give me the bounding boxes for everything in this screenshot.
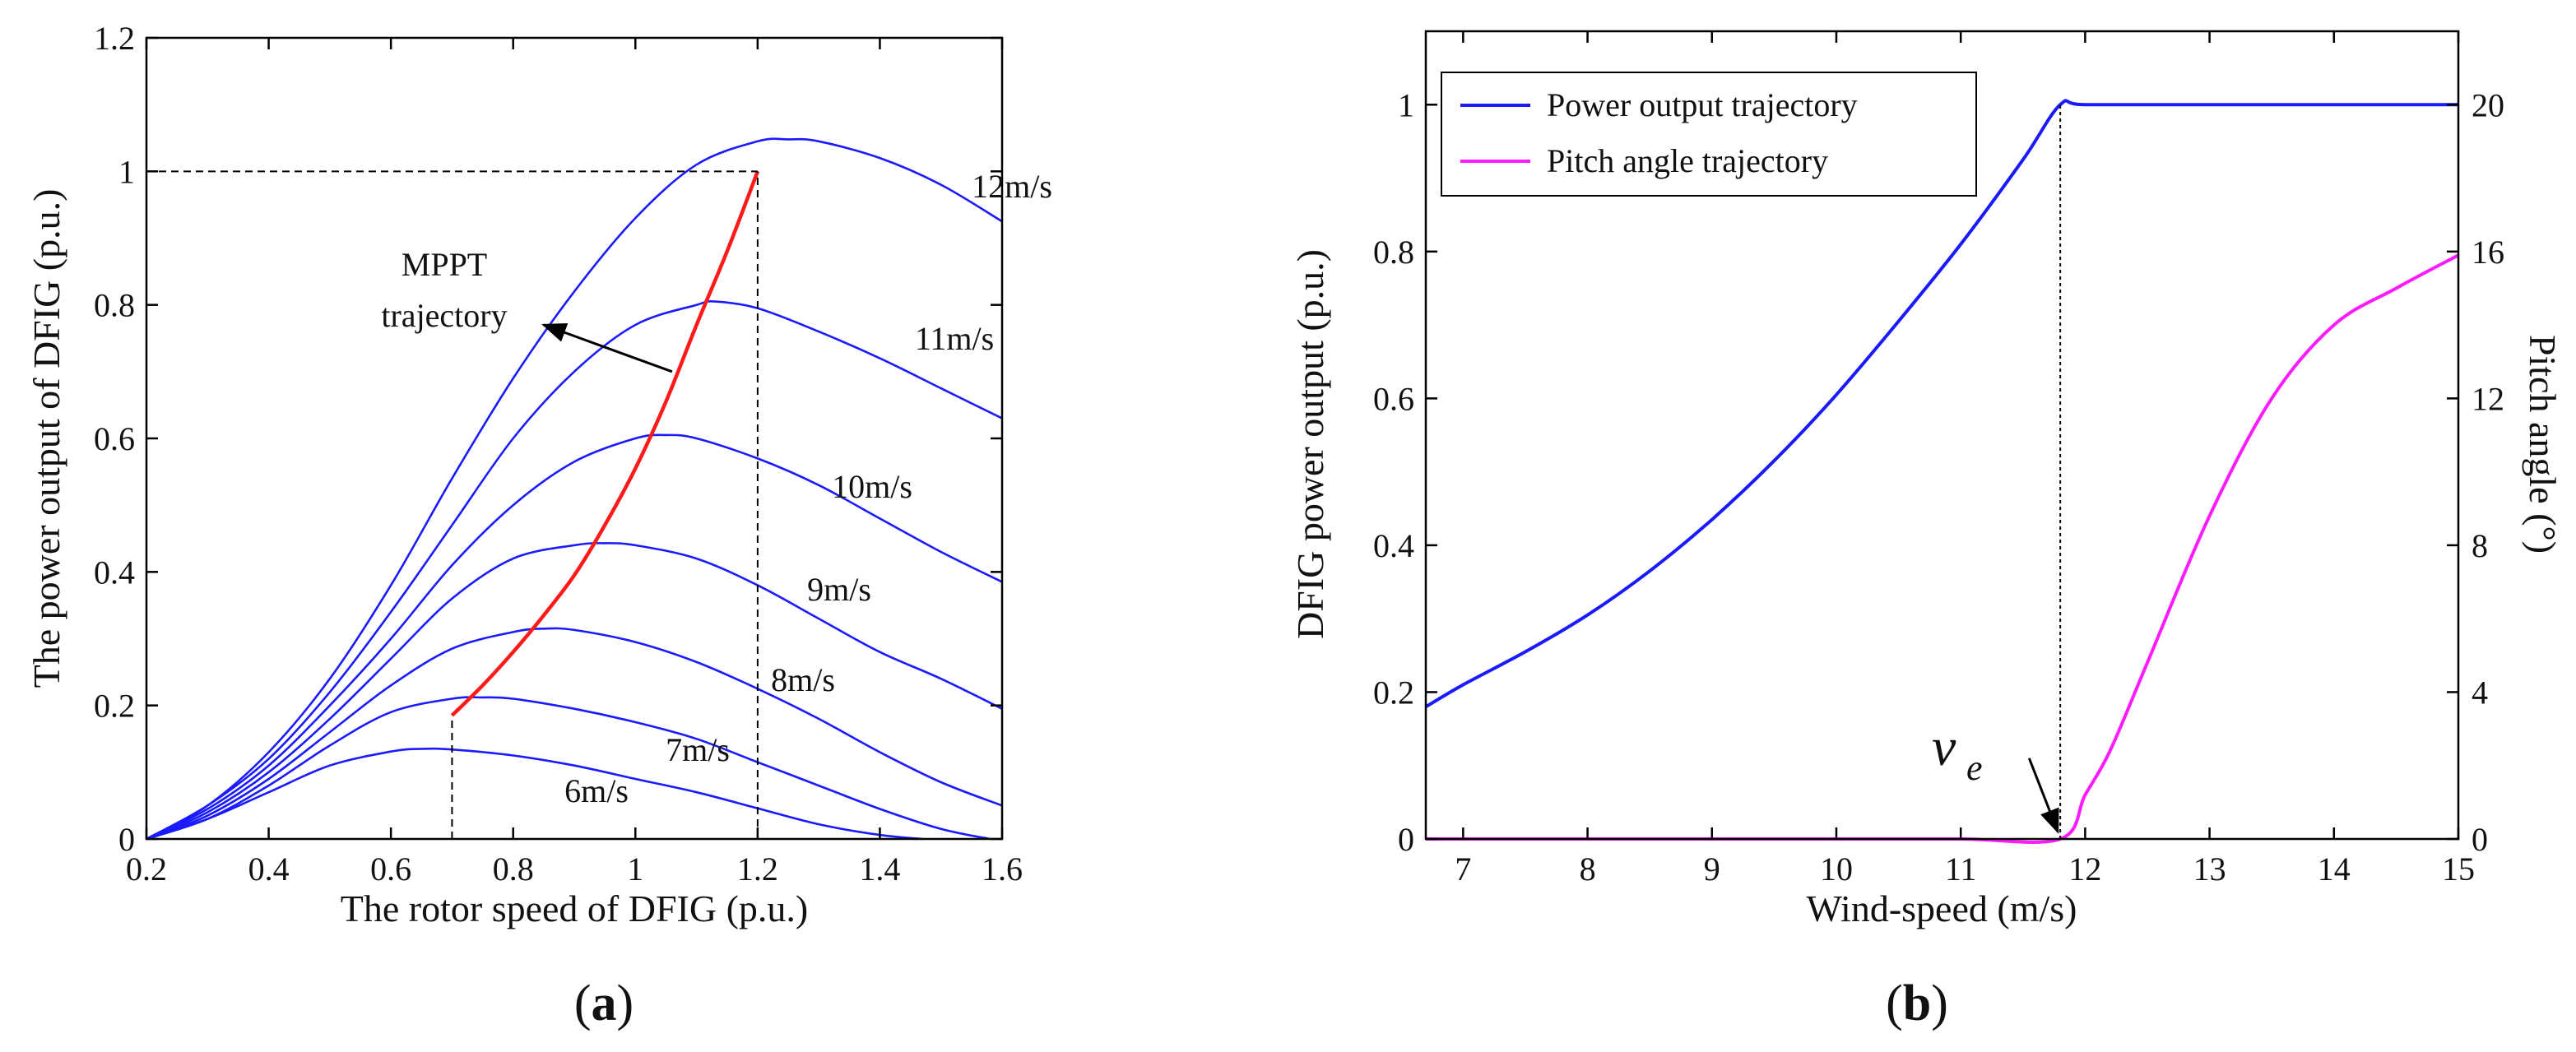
- panel-a-x-tick-label: 1.6: [982, 850, 1023, 887]
- panel-b-y2-tick-label: 12: [2472, 380, 2504, 417]
- panel-a-x-tick-label: 0.8: [493, 850, 534, 887]
- power-curve-10m-s: [146, 433, 1003, 841]
- ve-annotation: v e: [1932, 717, 2059, 834]
- legend-entry-power: Power output trajectory: [1547, 86, 1858, 123]
- panel-b-y-tick-label: 0.4: [1373, 527, 1414, 564]
- power-output-trajectory-line: [1424, 99, 2458, 709]
- mppt-annotation-line-2: trajectory: [381, 297, 507, 334]
- panel-b-y-tick-label: 0.6: [1373, 380, 1414, 417]
- panel-b-x-tick-label: 8: [1580, 850, 1596, 887]
- panel-a-x-tick-label: 1: [627, 850, 643, 887]
- power-curve-8m-s: [146, 627, 1003, 841]
- panel-a-ticks: 0.2 0.4 0.6 0.8 1 1.2 1.4 1.600.20.40.60.811.2: [94, 20, 1023, 887]
- curve-label-9m-s: 9m/s: [807, 571, 871, 608]
- panel-a-guides: [146, 170, 759, 839]
- panel-a-x-tick-label: 0.2: [126, 850, 167, 887]
- panel-b-x-tick-label: 11: [1945, 850, 1977, 887]
- panel-a-x-tick-label: 1.4: [859, 850, 900, 887]
- power-curve-12m-s: [146, 137, 1003, 841]
- power-curve-9m-s: [146, 542, 1003, 841]
- panel-a-label-open: (: [574, 976, 592, 1031]
- curve-label-11m-s: 11m/s: [915, 320, 994, 357]
- panel-a-x-axis-label: The rotor speed of DFIG (p.u.): [341, 887, 808, 929]
- panel-b-axes-frame: [1424, 30, 2460, 841]
- mppt-annotation-line-1: MPPT: [401, 246, 488, 283]
- panel-a-y-tick-label: 0.2: [94, 688, 135, 725]
- power-curve-11m-s: [146, 299, 1003, 841]
- panel-b-y2-axis-label: Pitch angle (°): [2522, 335, 2564, 554]
- panel-b-label: (b): [1886, 976, 1948, 1031]
- panel-b-x-axis-label: Wind-speed (m/s): [1806, 887, 2077, 929]
- curve-label-10m-s: 10m/s: [832, 468, 912, 505]
- panel-b-x-tick-label: 9: [1704, 850, 1720, 887]
- panel-a-lines: [146, 137, 1003, 841]
- mppt-annotation: MPPT trajectory: [381, 246, 673, 373]
- panel-a-x-tick-label: 1.2: [737, 850, 778, 887]
- panel-a-y-axis-label: The power output of DFIG (p.u.): [26, 189, 67, 688]
- panel-b-legend: Power output trajectory Pitch angle traj…: [1441, 72, 1977, 197]
- power-curve-6m-s: [146, 747, 923, 841]
- panel-a-axes-frame: [145, 36, 1004, 841]
- panel-b-x-tick-label: 13: [2193, 850, 2226, 887]
- panel-a: 0.2 0.4 0.6 0.8 1 1.2 1.4 1.600.20.40.60.811.2 …: [26, 20, 1052, 1031]
- legend-entry-pitch: Pitch angle trajectory: [1547, 142, 1828, 179]
- curve-label-8m-s: 8m/s: [771, 661, 835, 698]
- ve-subscript: e: [1966, 748, 1983, 788]
- ve-annotation-arrow: [2027, 758, 2059, 834]
- legend-box: [1441, 72, 1977, 197]
- panel-b-x-tick-label: 15: [2442, 850, 2475, 887]
- panel-b-y2-tick-label: 20: [2472, 86, 2504, 123]
- panel-a-y-tick-label: 1.2: [94, 20, 135, 57]
- ve-symbol: v: [1932, 717, 1956, 777]
- panel-a-label: (a): [574, 976, 634, 1031]
- panel-b-label-open: (: [1886, 976, 1903, 1031]
- panel-a-x-tick-label: 0.6: [370, 850, 411, 887]
- curve-label-6m-s: 6m/s: [564, 772, 629, 809]
- mppt-annotation-arrow: [541, 322, 673, 373]
- panel-a-label-close: ): [617, 976, 634, 1031]
- panel-a-label-letter: a: [592, 976, 617, 1031]
- panel-a-y-tick-label: 0.4: [94, 554, 135, 591]
- panel-b-y-tick-label: 1: [1398, 86, 1414, 123]
- panel-a-y-tick-label: 0: [118, 821, 135, 858]
- panel-b-y2-tick-label: 0: [2472, 821, 2488, 858]
- power-curve-7m-s: [146, 696, 991, 841]
- panel-b-label-close: ): [1931, 976, 1948, 1031]
- panel-b-y2-tick-label: 16: [2472, 234, 2504, 271]
- curve-label-7m-s: 7m/s: [666, 731, 730, 768]
- panel-a-x-tick-label: 0.4: [248, 850, 290, 887]
- panel-b-x-tick-label: 10: [1820, 850, 1853, 887]
- panel-b-y-axis-label: DFIG power output (p.u.): [1289, 249, 1331, 639]
- panel-b-y-tick-label: 0.8: [1373, 234, 1414, 271]
- panel-a-curve-labels: 6m/s 7m/s 8m/s 9m/s 10m/s 11m/s 12m/s: [564, 168, 1052, 809]
- panel-a-y-tick-label: 1: [118, 153, 135, 190]
- panel-a-y-tick-label: 0.8: [94, 287, 135, 324]
- panel-b-y-tick-label: 0: [1398, 821, 1414, 858]
- panel-a-y-tick-label: 0.6: [94, 420, 135, 457]
- panel-b-x-tick-label: 12: [2068, 850, 2101, 887]
- panel-b-label-letter: b: [1903, 976, 1931, 1031]
- panel-b-y2-tick-label: 4: [2472, 674, 2488, 711]
- mppt-trajectory-line: [450, 170, 760, 717]
- panel-b-y-tick-label: 0.2: [1373, 674, 1414, 711]
- panel-b-x-tick-label: 7: [1455, 850, 1471, 887]
- curve-label-12m-s: 12m/s: [972, 168, 1052, 205]
- panel-b-y2-tick-label: 8: [2472, 527, 2488, 564]
- panel-b-x-tick-label: 14: [2318, 850, 2351, 887]
